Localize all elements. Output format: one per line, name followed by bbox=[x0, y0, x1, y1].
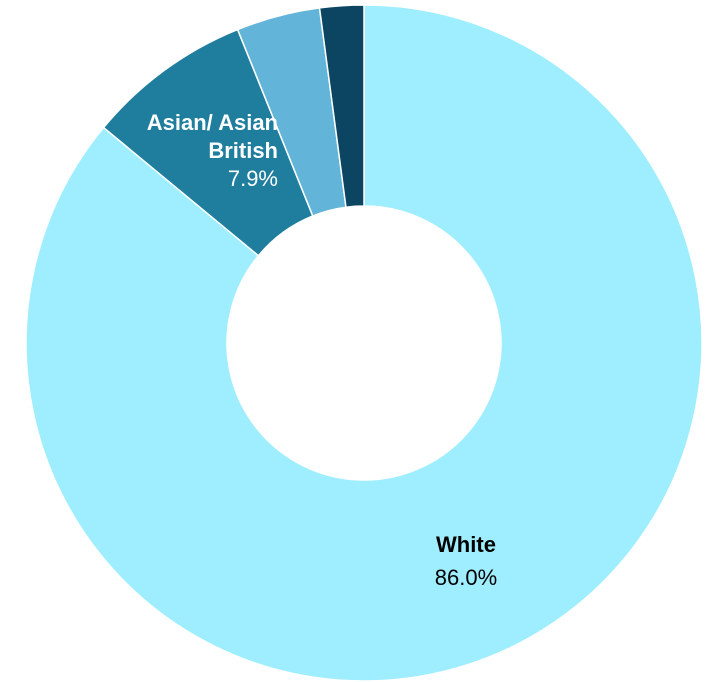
slice-label-value: 7.9% bbox=[228, 166, 278, 191]
donut-slice-3 bbox=[318, 4, 365, 209]
chart-slices bbox=[25, 4, 703, 682]
slice-label-name: British bbox=[208, 138, 278, 163]
donut-slice-0 bbox=[25, 4, 703, 682]
slice-label-value: 86.0% bbox=[435, 565, 497, 590]
chart-labels: White 86.0% Asian/ Asian British 7.9% bbox=[147, 110, 497, 590]
slice-label-name: White bbox=[436, 532, 496, 557]
slice-label-name: Asian/ Asian bbox=[147, 110, 278, 135]
